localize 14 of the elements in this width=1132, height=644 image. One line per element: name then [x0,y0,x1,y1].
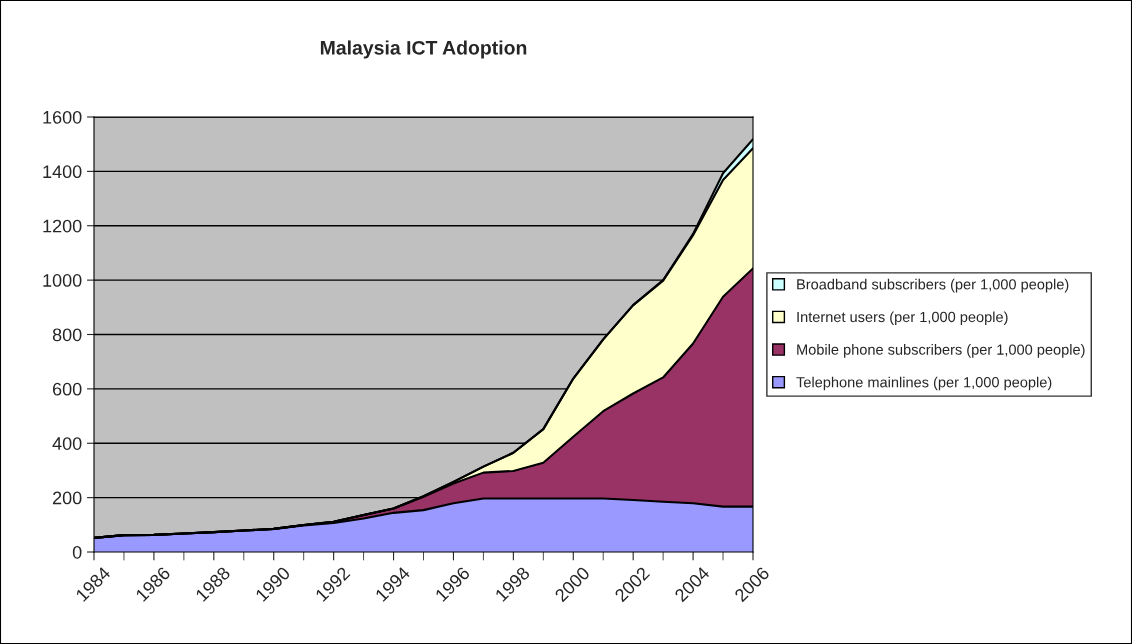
y-tick-label: 1200 [43,219,82,233]
y-tick-label: 200 [52,491,82,505]
y-tick-label: 400 [52,437,82,450]
chart-title: Malaysia ICT Adoption [320,40,527,59]
y-tick-label: 1600 [43,110,82,124]
legend-label: Broadband subscribers (per 1,000 people) [797,278,1069,293]
y-tick-label: 1400 [43,165,82,179]
y-tick-label: 0 [72,545,82,559]
legend-label: Mobile phone subscribers (per 1,000 people) [797,344,1085,358]
y-tick-label: 800 [52,328,82,342]
y-tick-label: 1000 [43,274,82,287]
y-tick-label: 600 [52,382,82,396]
legend-label: Telephone mainlines (per 1,000 people) [796,376,1052,391]
legend-label: Internet users (per 1,000 people) [797,311,1008,326]
